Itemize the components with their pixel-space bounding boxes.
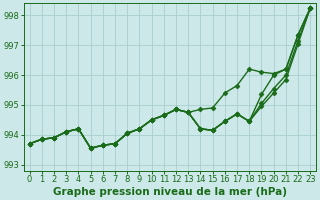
X-axis label: Graphe pression niveau de la mer (hPa): Graphe pression niveau de la mer (hPa) [53, 187, 287, 197]
